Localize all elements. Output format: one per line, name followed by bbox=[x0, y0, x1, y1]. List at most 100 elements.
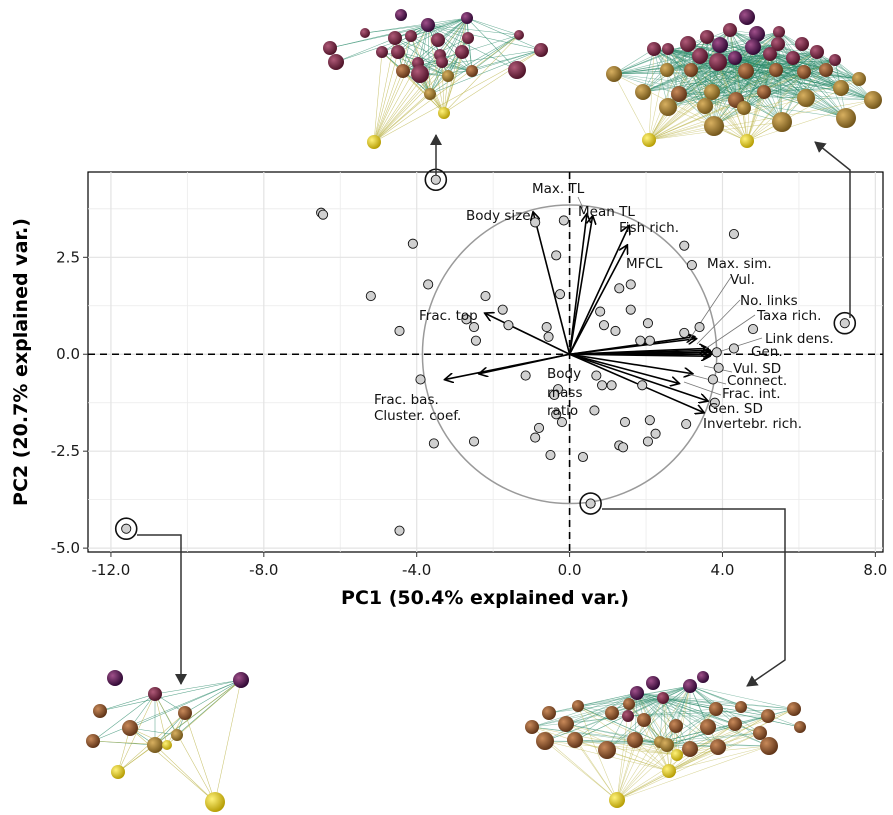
network-node bbox=[627, 732, 643, 748]
label-frac-bas: Frac. bas. bbox=[374, 392, 439, 408]
sample-point bbox=[679, 327, 690, 338]
network-edge bbox=[565, 723, 661, 743]
network-node bbox=[680, 36, 696, 52]
network-edge bbox=[548, 697, 664, 714]
network-node bbox=[323, 41, 337, 55]
label-fish-rich: Fish rich. bbox=[619, 220, 679, 236]
label-frac-int: Frac. int. bbox=[722, 386, 781, 402]
network-node bbox=[810, 45, 824, 59]
network-node bbox=[623, 698, 635, 710]
leader-line bbox=[683, 381, 722, 396]
x-axis-ticks: -12.0 -8.0 -4.0 0.0 4.0 8.0 bbox=[92, 552, 887, 579]
network-edge bbox=[606, 697, 664, 751]
network-node bbox=[735, 701, 747, 713]
network-node bbox=[635, 84, 651, 100]
network-node bbox=[700, 719, 716, 735]
network-edge bbox=[636, 692, 677, 727]
network-edge bbox=[381, 24, 429, 53]
x-tick-label: 0.0 bbox=[558, 561, 582, 579]
network-edge bbox=[373, 62, 419, 143]
network-edge bbox=[746, 91, 765, 142]
network-node bbox=[93, 704, 107, 718]
network-node bbox=[171, 729, 183, 741]
network-edge bbox=[574, 739, 670, 772]
sample-point bbox=[554, 289, 566, 300]
network-edge bbox=[154, 693, 216, 803]
sample-point bbox=[461, 314, 472, 325]
sample-point bbox=[619, 417, 631, 428]
network-node bbox=[367, 135, 381, 149]
network-edge bbox=[466, 17, 518, 71]
sample-point bbox=[318, 209, 329, 220]
network-node bbox=[682, 741, 698, 757]
network-edge bbox=[717, 61, 807, 99]
network-node bbox=[739, 9, 755, 25]
network-node bbox=[122, 720, 138, 736]
network-node bbox=[760, 737, 778, 755]
network-edge bbox=[565, 715, 629, 725]
network-node bbox=[728, 717, 742, 731]
network-node bbox=[431, 33, 445, 47]
label-frac-top: Frac. top bbox=[419, 308, 478, 324]
label-cluster-coef: Cluster. coef. bbox=[374, 408, 461, 424]
network-node bbox=[438, 107, 450, 119]
network-nodes bbox=[525, 671, 806, 808]
network-edge bbox=[443, 75, 449, 114]
sample-point bbox=[549, 389, 560, 401]
network-node bbox=[572, 700, 584, 712]
network-edge bbox=[402, 51, 463, 72]
label-mfcl: MFCL bbox=[626, 256, 663, 272]
network-node bbox=[757, 85, 771, 99]
network-node bbox=[704, 116, 724, 136]
network-node bbox=[525, 720, 539, 734]
sample-point bbox=[121, 523, 132, 534]
sample-point bbox=[709, 397, 720, 408]
network-edge bbox=[746, 99, 874, 142]
network-edge bbox=[577, 705, 629, 717]
network-edge bbox=[373, 70, 404, 143]
network-edge bbox=[565, 723, 670, 772]
sample-point bbox=[614, 283, 625, 294]
network-edge bbox=[711, 71, 805, 93]
network-node bbox=[769, 63, 783, 77]
network-node bbox=[745, 39, 761, 55]
label-max-sim: Max. sim. bbox=[707, 256, 772, 272]
network-edge bbox=[745, 51, 818, 72]
network-edge bbox=[577, 705, 661, 743]
sample-point bbox=[597, 380, 608, 391]
network-node bbox=[662, 764, 676, 778]
network-edge bbox=[373, 61, 443, 143]
loading-arrows bbox=[445, 213, 711, 413]
network-edge bbox=[704, 69, 777, 107]
sample-point bbox=[470, 335, 481, 346]
network-node bbox=[671, 86, 687, 102]
network-edge bbox=[616, 719, 645, 801]
x-tick-label: -8.0 bbox=[249, 561, 278, 579]
network-nodes bbox=[323, 9, 548, 149]
network-edge bbox=[666, 723, 736, 746]
loading-arrow bbox=[533, 213, 571, 355]
network-edge bbox=[613, 73, 765, 93]
sample-point bbox=[520, 370, 531, 381]
sample-point bbox=[618, 442, 629, 453]
sample-point bbox=[556, 417, 567, 428]
sample-point bbox=[545, 450, 556, 461]
network-node bbox=[761, 709, 775, 723]
sample-point bbox=[595, 306, 606, 317]
network-edge bbox=[777, 43, 842, 89]
network-edge bbox=[642, 48, 669, 93]
network-edge bbox=[616, 732, 761, 801]
network-edge bbox=[745, 59, 836, 72]
network-edge bbox=[667, 48, 783, 123]
network-node bbox=[829, 54, 841, 66]
plot-panel bbox=[87, 168, 884, 553]
sample-point bbox=[589, 405, 600, 416]
network-edge bbox=[427, 24, 518, 71]
network-edge bbox=[659, 708, 717, 743]
network-edge bbox=[531, 726, 678, 756]
network-node bbox=[692, 48, 708, 64]
network-edge bbox=[441, 17, 468, 63]
network-edge bbox=[662, 697, 801, 728]
network-edge bbox=[778, 31, 842, 89]
